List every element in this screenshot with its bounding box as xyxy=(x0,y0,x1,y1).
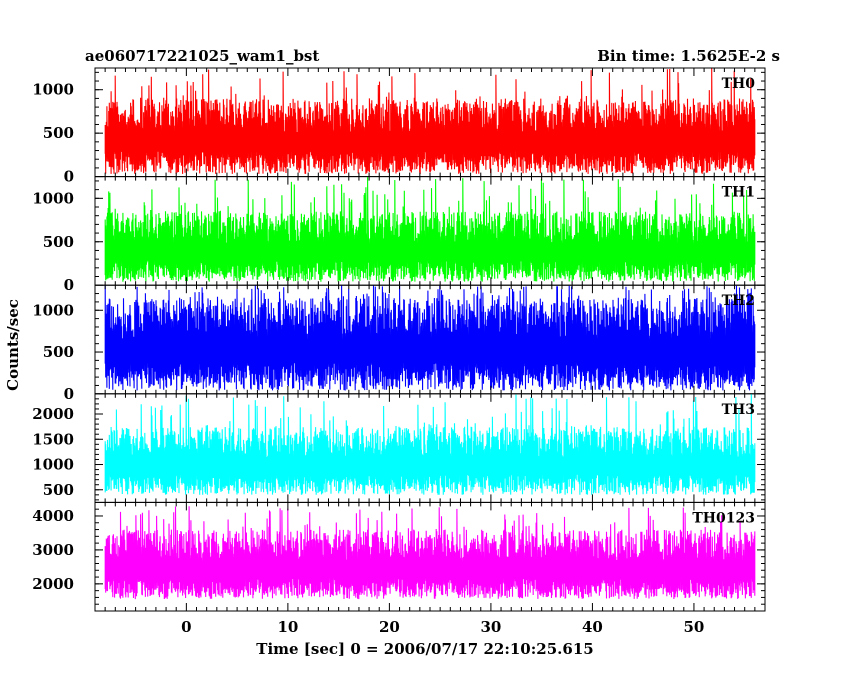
panels-group: 0 500 1000 TH0 0 500 1000 TH1 0 500 1000 TH2 500 1000… xyxy=(32,67,766,612)
y-tick-label: 1000 xyxy=(32,456,74,474)
series-th3-clip xyxy=(104,393,756,495)
y-tick-label: 0 xyxy=(64,168,74,186)
y-tick-label: 3000 xyxy=(32,541,74,559)
y-tick-label: 500 xyxy=(43,233,74,251)
series-th1-clip xyxy=(104,177,756,282)
panel-th0123: 2000 3000 4000 TH0123 xyxy=(32,501,766,612)
y-tick-label: 0 xyxy=(64,276,74,294)
y-tick-label: 1000 xyxy=(32,189,74,207)
panel-label: TH3 xyxy=(722,402,755,418)
header-right-bin-time: Bin time: 1.5625E-2 s xyxy=(597,47,780,65)
y-tick-label: 500 xyxy=(43,124,74,142)
panel-label: TH2 xyxy=(722,293,755,309)
header-left-title: ae060717221025_wam1_bst xyxy=(85,47,319,65)
series-th2-clip xyxy=(104,285,756,391)
y-tick-label: 2000 xyxy=(32,405,74,423)
y-axis-title: Counts/sec xyxy=(4,299,22,391)
series-th0123-clip xyxy=(104,506,756,600)
x-tick-label: 30 xyxy=(480,618,501,636)
series-th0123 xyxy=(104,506,756,600)
panel-label: TH0123 xyxy=(692,510,755,526)
x-tick-label: 40 xyxy=(582,618,603,636)
y-tick-label: 1000 xyxy=(32,301,74,319)
x-tick-label: 10 xyxy=(277,618,298,636)
y-tick-label: 1500 xyxy=(32,430,74,448)
series-th1 xyxy=(104,177,756,282)
y-tick-label: 4000 xyxy=(32,507,74,525)
y-tick-label: 500 xyxy=(43,481,74,499)
series-th0 xyxy=(104,68,756,174)
panel-th0: 0 500 1000 TH0 xyxy=(32,67,766,186)
x-axis: 0 10 20 30 40 50 xyxy=(181,618,704,636)
x-tick-label: 50 xyxy=(684,618,705,636)
y-tick-label: 2000 xyxy=(32,575,74,593)
panel-th1: 0 500 1000 TH1 xyxy=(32,176,766,294)
x-tick-label: 0 xyxy=(181,618,191,636)
panel-th3: 500 1000 1500 2000 TH3 xyxy=(32,393,766,503)
x-axis-title: Time [sec] 0 = 2006/07/17 22:10:25.615 xyxy=(256,640,593,658)
panel-label: TH0 xyxy=(722,76,756,92)
series-th0-clip xyxy=(104,68,756,174)
series-th3 xyxy=(104,393,756,495)
y-tick-label: 500 xyxy=(43,343,74,361)
y-tick-label: 1000 xyxy=(32,81,74,99)
y-tick-label: 0 xyxy=(64,385,74,403)
panel-th2: 0 500 1000 TH2 xyxy=(32,284,766,403)
x-tick-label: 20 xyxy=(379,618,400,636)
series-th2 xyxy=(104,285,756,391)
panel-label: TH1 xyxy=(722,185,755,201)
